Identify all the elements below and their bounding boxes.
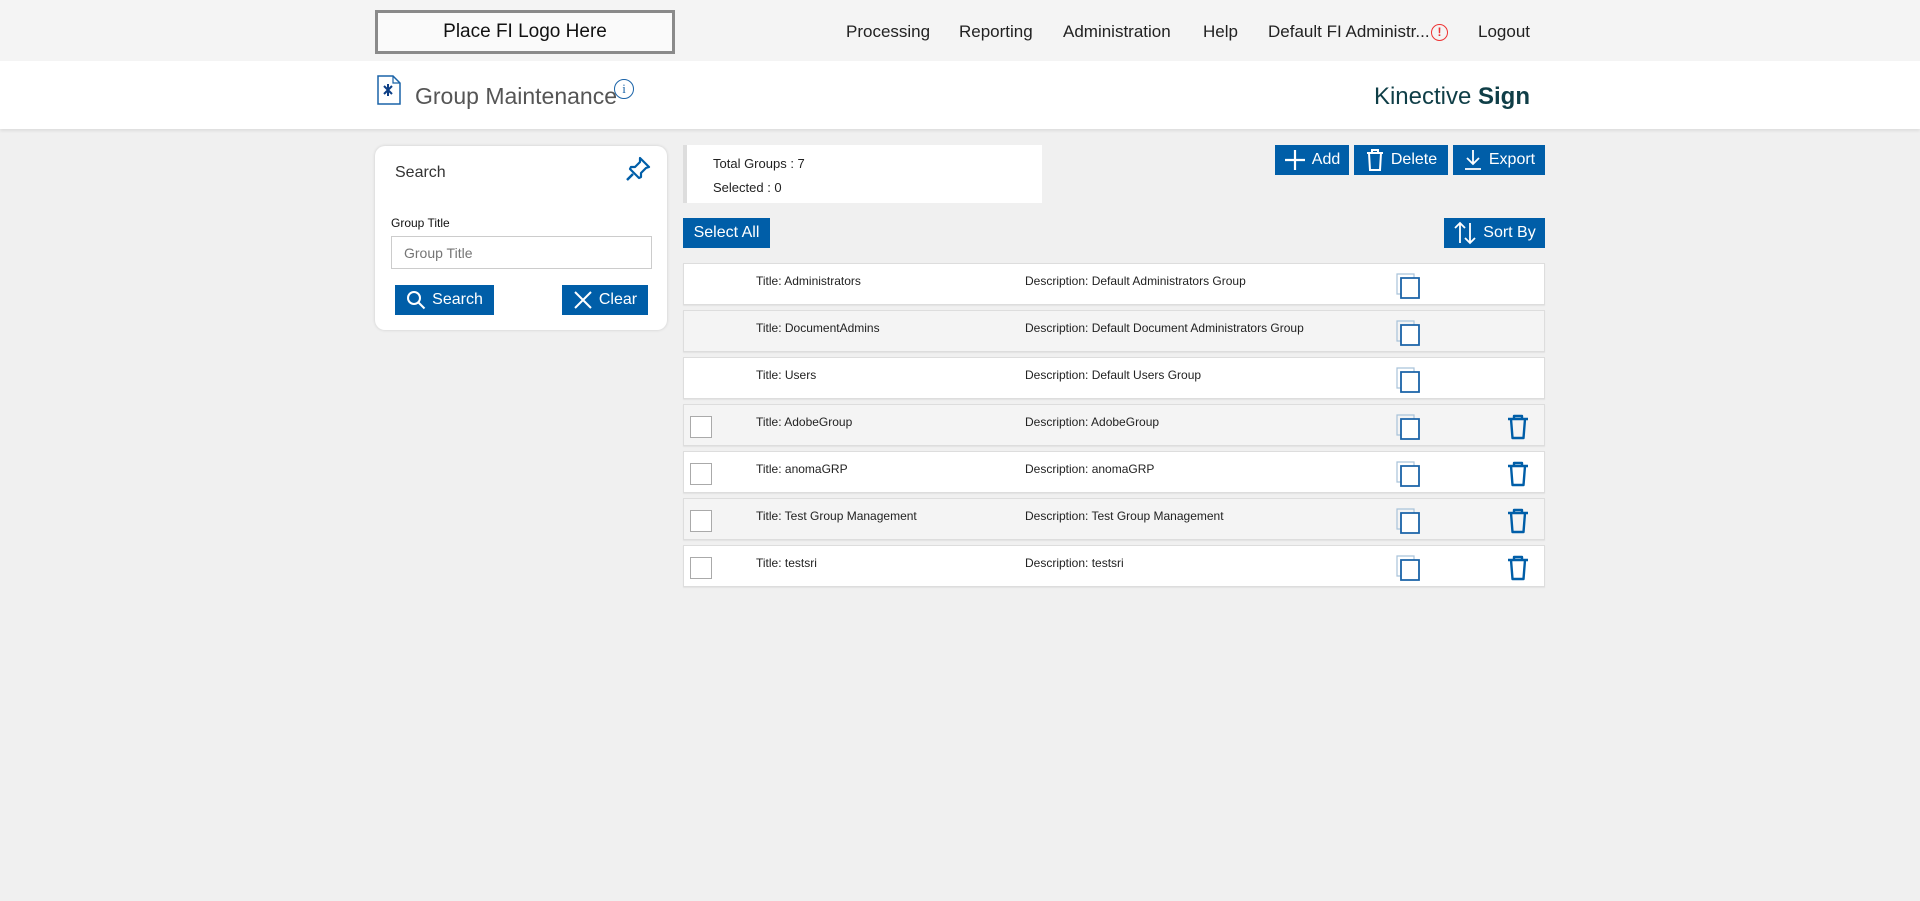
copy-icon[interactable] [1396, 320, 1422, 346]
trash-icon[interactable] [1506, 414, 1530, 440]
search-button-label: Search [432, 291, 483, 308]
add-button[interactable]: Add [1275, 145, 1349, 175]
plus-icon [1284, 150, 1305, 170]
nav-logout[interactable]: Logout [1478, 22, 1530, 41]
sort-by-label: Sort By [1483, 224, 1536, 241]
selected-count: Selected : 0 [713, 180, 782, 195]
row-checkbox[interactable] [690, 416, 712, 438]
group-title: Title: AdobeGroup [756, 415, 853, 429]
group-description: Description: AdobeGroup [1025, 415, 1160, 429]
pin-icon[interactable] [624, 155, 652, 183]
copy-icon[interactable] [1396, 508, 1422, 534]
brand-bold: Sign [1478, 83, 1530, 110]
brand-logo: Kinective Sign [1374, 83, 1530, 111]
export-button[interactable]: Export [1453, 145, 1545, 175]
nav-administration[interactable]: Administration [1063, 22, 1171, 41]
select-all-label: Select All [693, 224, 760, 241]
stats-box: Total Groups : 7 Selected : 0 [683, 145, 1042, 203]
group-title: Title: testsri [756, 556, 817, 570]
trash-icon [1366, 149, 1383, 171]
trash-icon[interactable] [1506, 508, 1530, 534]
top-bar: Place FI Logo Here Processing Reporting … [0, 0, 1920, 61]
group-title: Title: anomaGRP [756, 462, 848, 476]
download-icon [1464, 150, 1481, 170]
search-heading: Search [395, 164, 446, 181]
copy-icon[interactable] [1396, 367, 1422, 393]
delete-button[interactable]: Delete [1354, 145, 1448, 175]
table-row: Title: Users Description: Default Users G… [683, 357, 1545, 399]
export-label: Export [1488, 151, 1536, 168]
nav-reporting[interactable]: Reporting [959, 22, 1033, 41]
select-all-button[interactable]: Select All [683, 218, 770, 248]
group-description: Description: Default Document Administra… [1025, 321, 1304, 335]
group-title: Title: Users [756, 368, 817, 382]
table-row: Title: Test Group Management Description:… [683, 498, 1545, 540]
table-row: Title: Administrators Description: Defaul… [683, 263, 1545, 305]
delete-label: Delete [1390, 151, 1438, 168]
clear-button[interactable]: Clear [562, 285, 648, 315]
table-row: Title: DocumentAdmins Description: Defaul… [683, 310, 1545, 352]
copy-icon[interactable] [1396, 461, 1422, 487]
info-icon[interactable]: i [614, 79, 634, 99]
row-checkbox[interactable] [690, 510, 712, 532]
group-description: Description: testsri [1025, 556, 1124, 570]
sort-icon [1454, 221, 1476, 245]
group-description: Description: Default Users Group [1025, 368, 1202, 382]
copy-icon[interactable] [1396, 414, 1422, 440]
close-icon [574, 291, 592, 309]
nav-processing[interactable]: Processing [846, 22, 931, 41]
table-row: Title: testsri Description: testsri [683, 545, 1545, 587]
group-title: Title: Test Group Management [756, 509, 917, 523]
table-row: Title: anomaGRP Description: anomaGRP [683, 451, 1545, 493]
trash-icon[interactable] [1506, 461, 1530, 487]
page-title: Group Maintenance [415, 83, 618, 109]
group-description: Description: anomaGRP [1025, 462, 1155, 476]
row-checkbox[interactable] [690, 463, 712, 485]
group-title: Title: Administrators [756, 274, 861, 288]
fi-logo: Place FI Logo Here [375, 10, 675, 54]
clear-button-label: Clear [598, 291, 638, 308]
alert-icon[interactable]: ! [1431, 24, 1448, 41]
group-title: Title: DocumentAdmins [756, 321, 880, 335]
copy-icon[interactable] [1396, 273, 1422, 299]
group-description: Description: Test Group Management [1025, 509, 1224, 523]
brand-light: Kinective [1373, 83, 1472, 110]
search-panel: Search Group Title Search Clear [375, 146, 667, 330]
group-title-label: Group Title [391, 216, 450, 230]
copy-icon[interactable] [1396, 555, 1422, 581]
nav-user-menu[interactable]: Default FI Administr... [1268, 22, 1430, 41]
group-title-input[interactable] [391, 236, 652, 269]
trash-icon[interactable] [1506, 555, 1530, 581]
search-button[interactable]: Search [395, 285, 494, 315]
group-description: Description: Default Administrators Grou… [1025, 274, 1246, 288]
search-icon [407, 291, 426, 310]
add-label: Add [1311, 151, 1341, 168]
row-checkbox[interactable] [690, 557, 712, 579]
sort-by-button[interactable]: Sort By [1444, 218, 1545, 248]
total-groups: Total Groups : 7 [713, 156, 805, 171]
nav-help[interactable]: Help [1203, 22, 1238, 41]
page-header: Group Maintenance i Kinective Sign [0, 61, 1920, 129]
table-row: Title: AdobeGroup Description: AdobeGroup [683, 404, 1545, 446]
group-document-icon [377, 75, 401, 105]
